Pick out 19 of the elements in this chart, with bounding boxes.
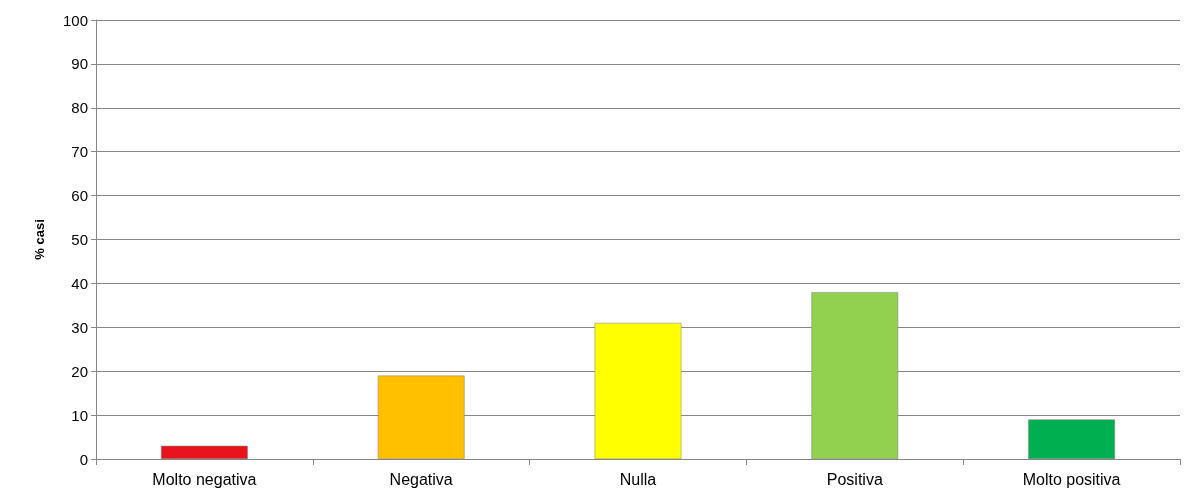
y-tick-label: 0 xyxy=(79,450,88,468)
y-tick-label: 60 xyxy=(71,187,88,205)
x-tick-label: Negativa xyxy=(389,470,453,488)
y-tick-label: 30 xyxy=(71,318,88,336)
bar xyxy=(161,445,248,459)
y-tick-label: 90 xyxy=(71,55,88,73)
y-axis-title: % casi xyxy=(32,219,47,260)
y-tick-label: 50 xyxy=(71,231,88,248)
y-tick-label: 80 xyxy=(71,99,88,117)
x-tick-label: Nulla xyxy=(619,470,657,488)
y-tick-label: 100 xyxy=(62,11,88,29)
y-tick-label: 10 xyxy=(71,406,88,424)
y-tick-label: 70 xyxy=(71,143,88,161)
x-tick-label: Molto negativa xyxy=(152,470,257,488)
x-tick-label: Molto positiva xyxy=(1022,470,1121,488)
x-tick-label: Positiva xyxy=(826,470,883,488)
y-tick-label: 40 xyxy=(71,274,88,292)
y-tick-label: 20 xyxy=(71,362,88,380)
bar xyxy=(1028,419,1115,459)
